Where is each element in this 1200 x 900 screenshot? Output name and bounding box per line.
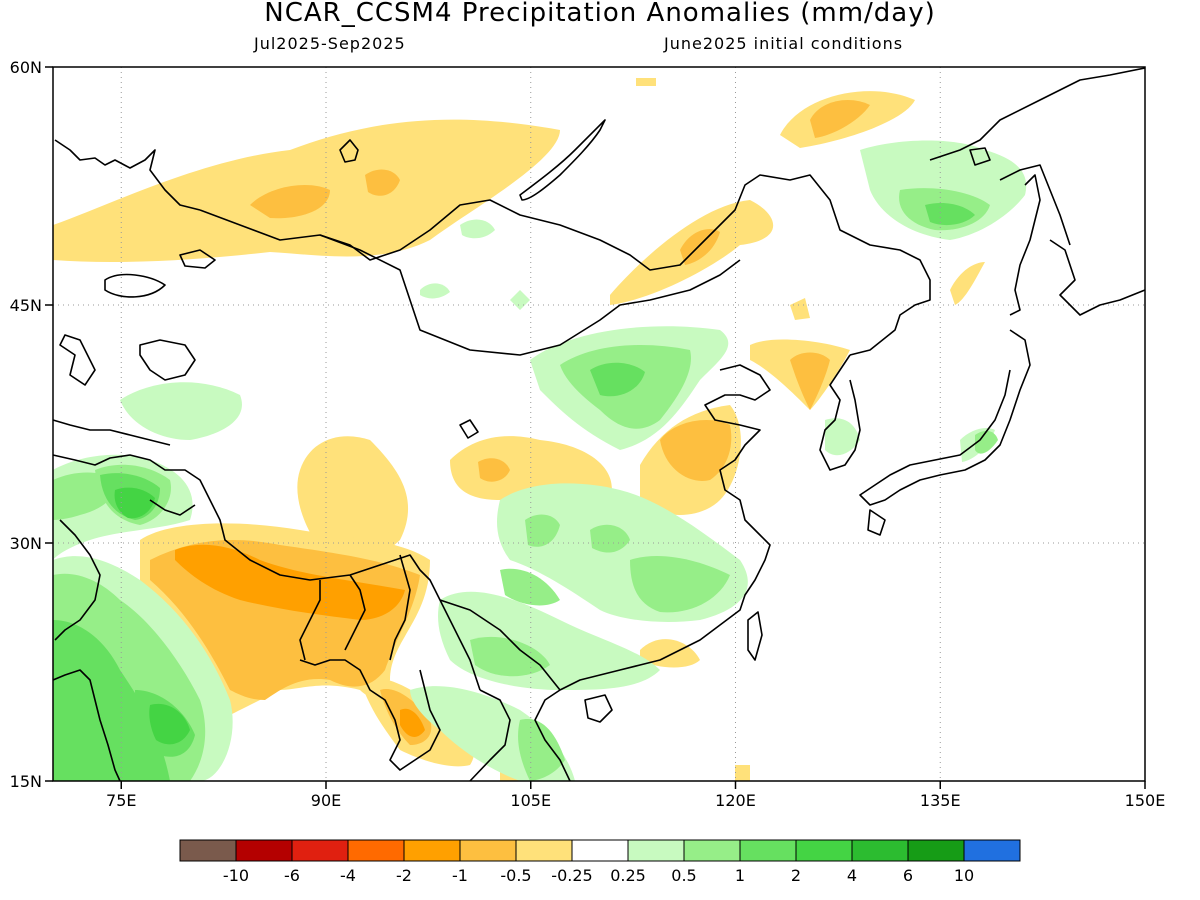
- colorbar-label: 4: [847, 866, 857, 885]
- colorbar-swatch: [459, 839, 517, 862]
- colorbar-label: -1: [452, 866, 468, 885]
- colorbar-swatch: [179, 839, 237, 862]
- colorbar-label: -0.5: [500, 866, 531, 885]
- colorbar-swatch: [683, 839, 741, 862]
- forecast-period: Jul2025-Sep2025: [254, 34, 406, 53]
- lon-tick-label: 120E: [715, 791, 756, 810]
- colorbar-label: 1: [735, 866, 745, 885]
- colorbar-label: 10: [954, 866, 974, 885]
- map-title: NCAR_CCSM4 Precipitation Anomalies (mm/d…: [264, 0, 936, 28]
- colorbar-swatch: [403, 839, 461, 862]
- initial-conditions: June2025 initial conditions: [664, 34, 904, 53]
- negative-1-regions: [175, 544, 425, 737]
- lat-tick-label: 30N: [10, 534, 42, 553]
- colorbar-swatch: [963, 839, 1021, 862]
- colorbar-swatch: [851, 839, 909, 862]
- colorbar-label: -0.25: [551, 866, 592, 885]
- colorbar-swatch: [571, 839, 629, 862]
- colorbar-swatch: [235, 839, 293, 862]
- colorbar-swatch: [347, 839, 405, 862]
- positive-2-regions: [114, 487, 190, 745]
- lon-tick-label: 75E: [106, 791, 136, 810]
- colorbar-label: -4: [340, 866, 356, 885]
- colorbar-swatch: [739, 839, 797, 862]
- plot-frame: [52, 66, 1146, 782]
- colorbar: -10 -6 -4 -2 -1 -0.5 -0.25 0.25 0.5 1 2 4 6 10: [179, 839, 1021, 885]
- colorbar-label: 0.25: [610, 866, 646, 885]
- colorbar-swatch: [627, 839, 685, 862]
- colorbar-swatch: [907, 839, 965, 862]
- lon-tick-labels: 75E 90E 105E 120E 135E 150E: [106, 791, 1165, 810]
- lat-tick-label: 60N: [10, 58, 42, 77]
- lat-tick-label: 15N: [10, 772, 42, 791]
- lon-tick-label: 135E: [920, 791, 961, 810]
- colorbar-label: -2: [396, 866, 412, 885]
- colorbar-label: 2: [791, 866, 801, 885]
- lon-tick-label: 90E: [311, 791, 341, 810]
- lon-tick-label: 105E: [510, 791, 551, 810]
- colorbar-label: -6: [284, 866, 300, 885]
- lon-tick-label: 150E: [1125, 791, 1166, 810]
- coastlines: [52, 67, 1146, 782]
- colorbar-label: -10: [223, 866, 249, 885]
- colorbar-label: 6: [903, 866, 913, 885]
- anomaly-fields: [53, 78, 1027, 781]
- colorbar-swatch: [291, 839, 349, 862]
- colorbar-swatch: [795, 839, 853, 862]
- colorbar-swatch: [515, 839, 573, 862]
- axis-ticks: [45, 66, 1146, 789]
- lat-tick-label: 45N: [10, 296, 42, 315]
- lat-tick-labels: 15N 30N 45N 60N: [10, 58, 42, 791]
- colorbar-label: 0.5: [671, 866, 696, 885]
